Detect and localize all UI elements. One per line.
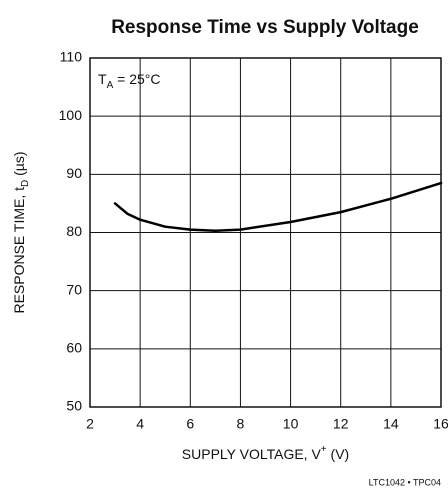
annotation-part: T (98, 71, 107, 87)
x-tick-label: 16 (433, 416, 448, 432)
y-tick-label: 80 (66, 223, 82, 239)
y-tick-label: 70 (66, 281, 82, 297)
data-line (113, 181, 443, 233)
annotation-part: = 25°C (113, 71, 160, 87)
x-axis-label-part: + (321, 444, 327, 455)
x-tick-label: 10 (283, 416, 299, 432)
x-axis-label-part: SUPPLY VOLTAGE, V (182, 446, 322, 462)
x-tick-label: 12 (333, 416, 349, 432)
x-axis-label-part: (V) (327, 446, 350, 462)
plot-frame (89, 57, 442, 408)
y-tick-label: 100 (59, 107, 83, 123)
chart-title: Response Time vs Supply Voltage (111, 17, 419, 38)
x-tick-label: 6 (186, 416, 194, 432)
annotation-part: A (107, 80, 114, 91)
y-axis-label-part: RESPONSE TIME, t (11, 187, 27, 314)
x-tick-label: 2 (86, 416, 94, 432)
y-axis-label: RESPONSE TIME, tD (µs) (11, 151, 31, 313)
x-axis-label: SUPPLY VOLTAGE, V+ (V) (182, 444, 349, 462)
y-axis-label-part: (µs) (11, 151, 27, 179)
x-tick-label: 14 (383, 416, 399, 432)
y-axis-label-part: D (20, 180, 31, 187)
y-tick-label: 50 (66, 398, 82, 414)
footnote: LTC1042 • TPC04 (369, 477, 441, 487)
annotation: TA = 25°C (98, 71, 160, 91)
x-tick-label: 8 (237, 416, 245, 432)
y-tick-label: 60 (66, 340, 82, 356)
x-tick-label: 4 (136, 416, 144, 432)
y-tick-label: 110 (60, 49, 83, 65)
y-tick-label: 90 (66, 165, 82, 181)
